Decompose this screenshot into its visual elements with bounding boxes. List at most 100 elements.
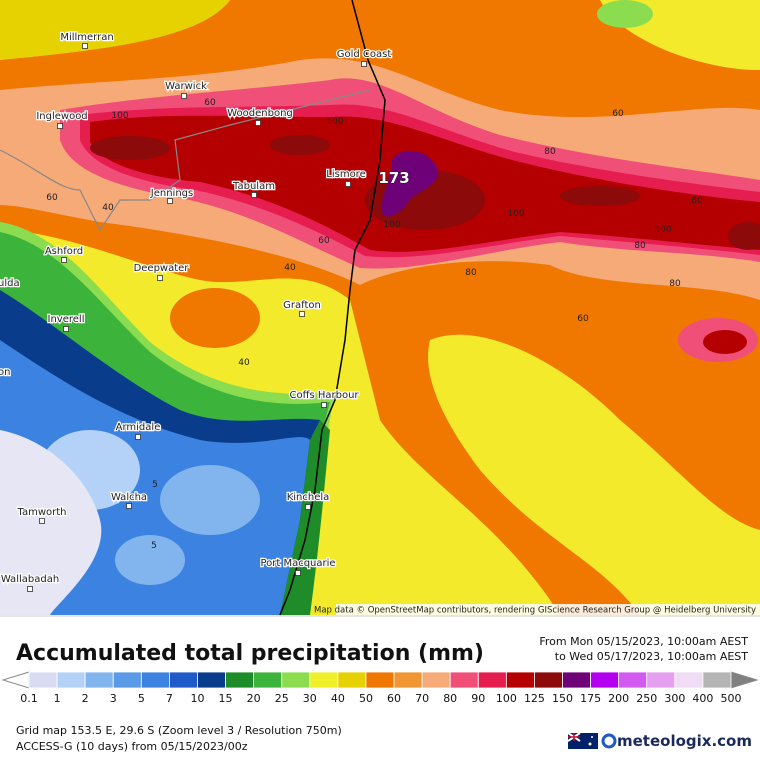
town-marker: [82, 43, 88, 49]
period-from: From Mon 05/15/2023, 10:00am AEST: [539, 635, 748, 648]
field: [620, 0, 760, 70]
contour-label: 5: [151, 541, 157, 551]
contour-label: 40: [284, 263, 296, 273]
colorbar-label: 25: [275, 692, 289, 705]
field: [270, 135, 330, 155]
colorbar-label: 60: [387, 692, 401, 705]
logo[interactable]: meteologix.com: [617, 732, 752, 750]
field: [160, 465, 260, 535]
legend-title: Accumulated total precipitation (mm): [16, 641, 484, 666]
town-marker: [157, 275, 163, 281]
contour-label: 60: [612, 109, 624, 119]
field: [170, 288, 260, 348]
colorbar-label: 100: [496, 692, 517, 705]
town-label: Port Macquarie: [260, 558, 335, 569]
colorbar-label: 200: [608, 692, 629, 705]
town-label: Tabulam: [232, 181, 275, 192]
colorbar-box: [225, 671, 255, 689]
coastline: [279, 0, 386, 616]
town-label: Tamworth: [17, 507, 67, 518]
contour-label: 60: [577, 314, 589, 324]
field: [597, 0, 653, 28]
town-label: Deepwater: [134, 263, 190, 274]
field: [115, 535, 185, 585]
field: [0, 430, 102, 615]
town-marker: [305, 504, 311, 510]
town-marker: [181, 93, 187, 99]
colorbar-box: [309, 671, 339, 689]
contour-label: 100: [383, 220, 400, 230]
colorbar-label: 400: [692, 692, 713, 705]
colorbar-label: 0.1: [20, 692, 38, 705]
state-border: [0, 89, 371, 232]
town-label: Wallabadah: [1, 574, 59, 585]
colorbar-box: [702, 671, 732, 689]
colorbar-label: 2: [82, 692, 89, 705]
colorbar-label: 30: [303, 692, 317, 705]
colorbar-label: 15: [219, 692, 233, 705]
colorbar-label: 175: [580, 692, 601, 705]
contour-label: 60: [46, 193, 58, 203]
field: [381, 150, 439, 217]
town-marker: [63, 326, 69, 332]
field: [728, 222, 760, 250]
town-marker: [135, 434, 141, 440]
colorbar-label: 20: [247, 692, 261, 705]
grid-info: Grid map 153.5 E, 29.6 S (Zoom level 3 /…: [16, 724, 342, 737]
colorbar-box: [28, 671, 58, 689]
colorbar-label: 10: [190, 692, 204, 705]
town-label: Woodenbong: [227, 108, 293, 119]
colorbar-label: 250: [636, 692, 657, 705]
field: [90, 136, 170, 160]
contour-label: 100: [111, 111, 128, 121]
colorbar-box: [365, 671, 395, 689]
colorbar-box: [393, 671, 423, 689]
colorbar-box: [562, 671, 592, 689]
town-marker: [299, 311, 305, 317]
colorbar-label: 50: [359, 692, 373, 705]
colorbar-box: [590, 671, 620, 689]
town-label: Inglewood: [36, 111, 87, 122]
colorbar-box: [421, 671, 451, 689]
town-label: on: [0, 367, 10, 378]
contour-label: 60: [204, 98, 216, 108]
town-label: Armidale: [116, 422, 161, 433]
town-marker: [57, 123, 63, 129]
field: [428, 334, 760, 615]
town-marker: [167, 198, 173, 204]
contour-label: 80: [691, 196, 703, 206]
colorbar-end-low: [1, 671, 30, 689]
colorbar-box: [449, 671, 479, 689]
town-marker: [321, 402, 327, 408]
colorbar-box: [197, 671, 226, 689]
colorbar-label: 90: [471, 692, 485, 705]
colorbar-label: 1: [54, 692, 61, 705]
field: [560, 186, 640, 206]
precip-map: [0, 0, 760, 616]
colorbar-label: 3: [110, 692, 117, 705]
contour-label: 60: [318, 236, 330, 246]
colorbar-box: [168, 671, 198, 689]
colorbar-label: 80: [443, 692, 457, 705]
contour-label: 100: [654, 225, 671, 235]
town-label: Warwick: [165, 81, 207, 92]
colorbar-label: 300: [664, 692, 685, 705]
colorbar-end-high: [730, 671, 759, 689]
contour-label: 5: [152, 480, 158, 490]
town-label: Kinchela: [287, 492, 330, 503]
contour-label: 80: [465, 268, 477, 278]
town-marker: [27, 586, 33, 592]
colorbar-box: [84, 671, 114, 689]
town-label: Ashford: [45, 246, 83, 257]
colorbar-label: 125: [524, 692, 545, 705]
town-marker: [126, 503, 132, 509]
town-label: ulda: [0, 278, 20, 289]
town-marker: [251, 192, 257, 198]
town-label: Gold Coast: [337, 49, 392, 60]
field: [0, 0, 230, 60]
colorbar-label: 150: [552, 692, 573, 705]
colorbar-box: [618, 671, 648, 689]
period-to: to Wed 05/17/2023, 10:00am AEST: [555, 650, 749, 663]
contour-label: 40: [238, 358, 250, 368]
